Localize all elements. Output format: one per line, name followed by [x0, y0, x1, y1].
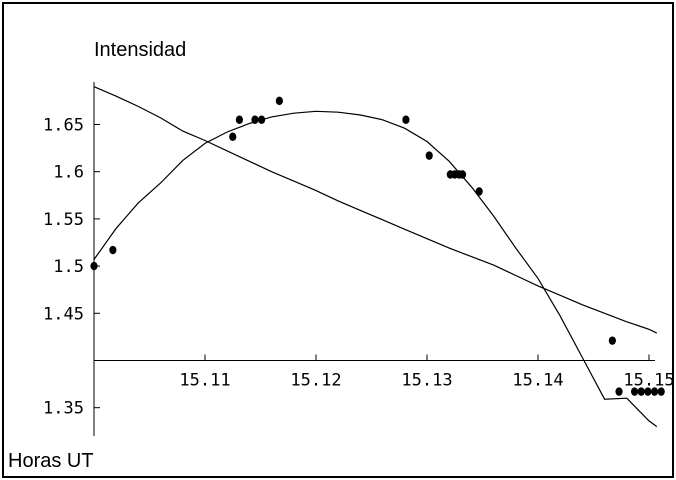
x-tick-label: 15.13: [401, 370, 452, 390]
x-axis-label: Horas UT: [8, 450, 94, 472]
fit-curve-1: [93, 110, 658, 428]
series-layer: [90, 86, 665, 428]
scatter-chart: 1.35 1.45 1.5 1.55 1.6 1.65 15.11 15.12 15.13 15.…: [8, 39, 672, 472]
data-point: [644, 387, 652, 396]
data-point: [235, 115, 244, 124]
y-tick-label: 1.5: [53, 257, 84, 277]
data-point: [458, 170, 467, 179]
y-tick-label: 1.6: [53, 163, 84, 183]
tick-labels: 1.35 1.45 1.5 1.55 1.6 1.65 15.11 15.12 15.13 15.…: [43, 115, 672, 418]
x-tick-label: 15.11: [179, 370, 230, 390]
y-tick-label: 1.35: [43, 399, 84, 419]
y-tick-label: 1.55: [43, 210, 84, 230]
axes: [93, 82, 655, 436]
y-tick-label: 1.45: [43, 304, 84, 324]
data-point: [630, 387, 639, 396]
data-point: [275, 96, 283, 106]
data-point: [475, 187, 483, 196]
data-point: [425, 151, 433, 160]
series-3: [93, 86, 658, 334]
series-2: [93, 110, 658, 428]
x-tick-label: 15.14: [512, 370, 563, 390]
data-point: [657, 387, 665, 396]
x-tick-label: 15.12: [290, 370, 341, 390]
data-point: [229, 132, 237, 141]
data-point: [402, 115, 410, 124]
data-point: [90, 261, 98, 271]
data-point: [608, 336, 616, 345]
data-point: [650, 387, 659, 396]
data-point: [109, 245, 117, 255]
fit-curve-2: [93, 86, 658, 334]
data-point: [615, 387, 623, 396]
data-point: [637, 387, 645, 396]
chart-title: Intensidad: [94, 39, 186, 61]
y-tick-label: 1.65: [43, 115, 84, 135]
x-tick-label: 15.15: [623, 370, 672, 390]
